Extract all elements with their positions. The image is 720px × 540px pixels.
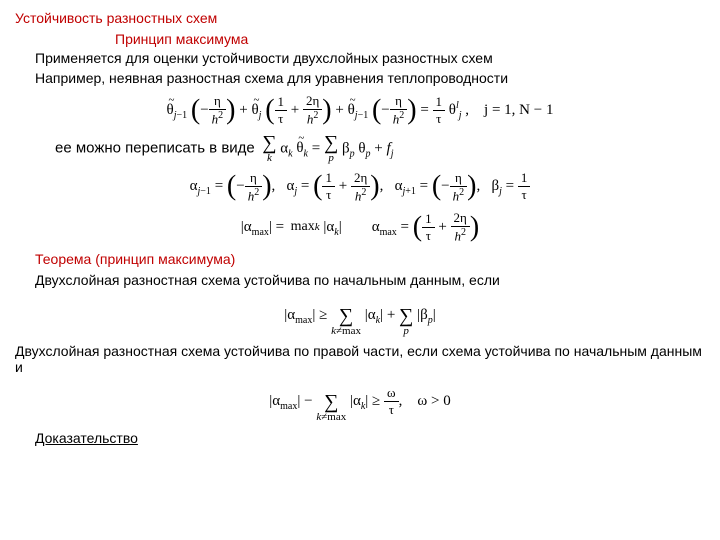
equation-stability-rhs: |αmax| − ∑k≠max |αk| ≥ ωτ, ω > 0 <box>15 381 705 423</box>
equation-stability-initial: |αmax| ≥ ∑k≠max |αk| + ∑p |βp| <box>15 295 705 337</box>
page-header: Устойчивость разностных схем <box>15 10 705 26</box>
proof-link[interactable]: Доказательство <box>35 429 705 447</box>
intro-line-2: Например, неявная разностная схема для у… <box>35 69 705 87</box>
intro-line-1: Применяется для оценки устойчивости двух… <box>35 49 705 67</box>
omega-condition: ω > 0 <box>417 393 450 409</box>
section-subheader: Принцип максимума <box>115 31 705 47</box>
rhs-stability-text: Двухслойная разностная схема устойчива п… <box>15 343 705 375</box>
theorem-body: Двухслойная разностная схема устойчива п… <box>35 271 705 289</box>
rewrite-text: ее можно переписать в виде ∑k αk θk = ∑p… <box>55 134 705 164</box>
eq1-range: j = 1, N − 1 <box>484 102 553 118</box>
equation-implicit-scheme: θj−1 (−ηh2) + θj (1τ + 2ηh2) + θj−1 (−ηh… <box>15 93 705 127</box>
equation-alpha-max: |αmax| = maxk |αk| αmax = (1τ + 2ηh2) <box>15 210 705 244</box>
equation-coefficients: αj−1 = (−ηh2), αj = (1τ + 2ηh2), αj+1 = … <box>15 170 705 204</box>
theorem-title: Теорема (принцип максимума) <box>35 250 705 268</box>
